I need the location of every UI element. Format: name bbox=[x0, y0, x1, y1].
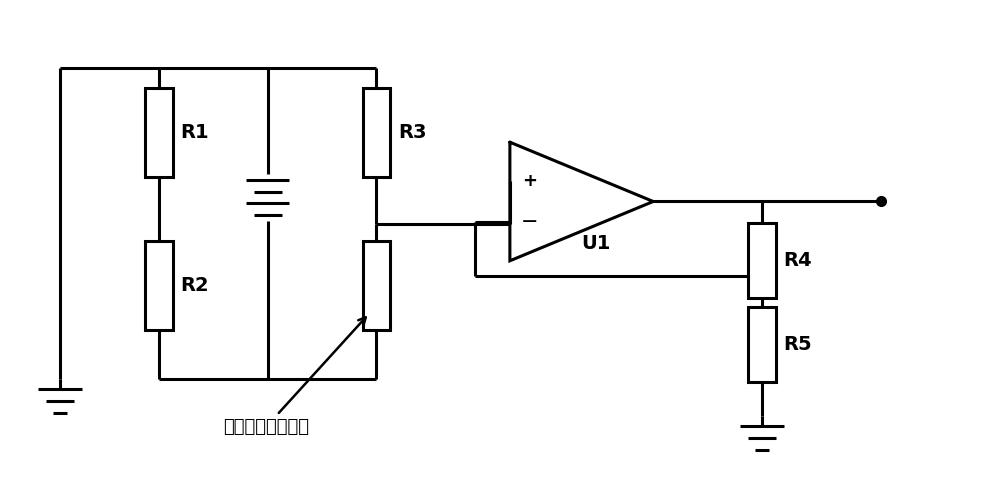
Text: R4: R4 bbox=[784, 251, 812, 270]
Text: 电阵式温度传感器: 电阵式温度传感器 bbox=[223, 317, 366, 436]
FancyBboxPatch shape bbox=[145, 241, 173, 330]
Text: +: + bbox=[522, 172, 537, 190]
FancyBboxPatch shape bbox=[363, 241, 390, 330]
Text: R2: R2 bbox=[181, 276, 209, 295]
Text: R5: R5 bbox=[784, 335, 812, 354]
FancyBboxPatch shape bbox=[363, 88, 390, 177]
Text: −: − bbox=[521, 212, 538, 232]
FancyBboxPatch shape bbox=[145, 88, 173, 177]
Text: R1: R1 bbox=[181, 123, 209, 142]
Text: U1: U1 bbox=[582, 234, 611, 253]
FancyBboxPatch shape bbox=[748, 223, 776, 298]
Text: R3: R3 bbox=[398, 123, 427, 142]
FancyBboxPatch shape bbox=[748, 307, 776, 382]
